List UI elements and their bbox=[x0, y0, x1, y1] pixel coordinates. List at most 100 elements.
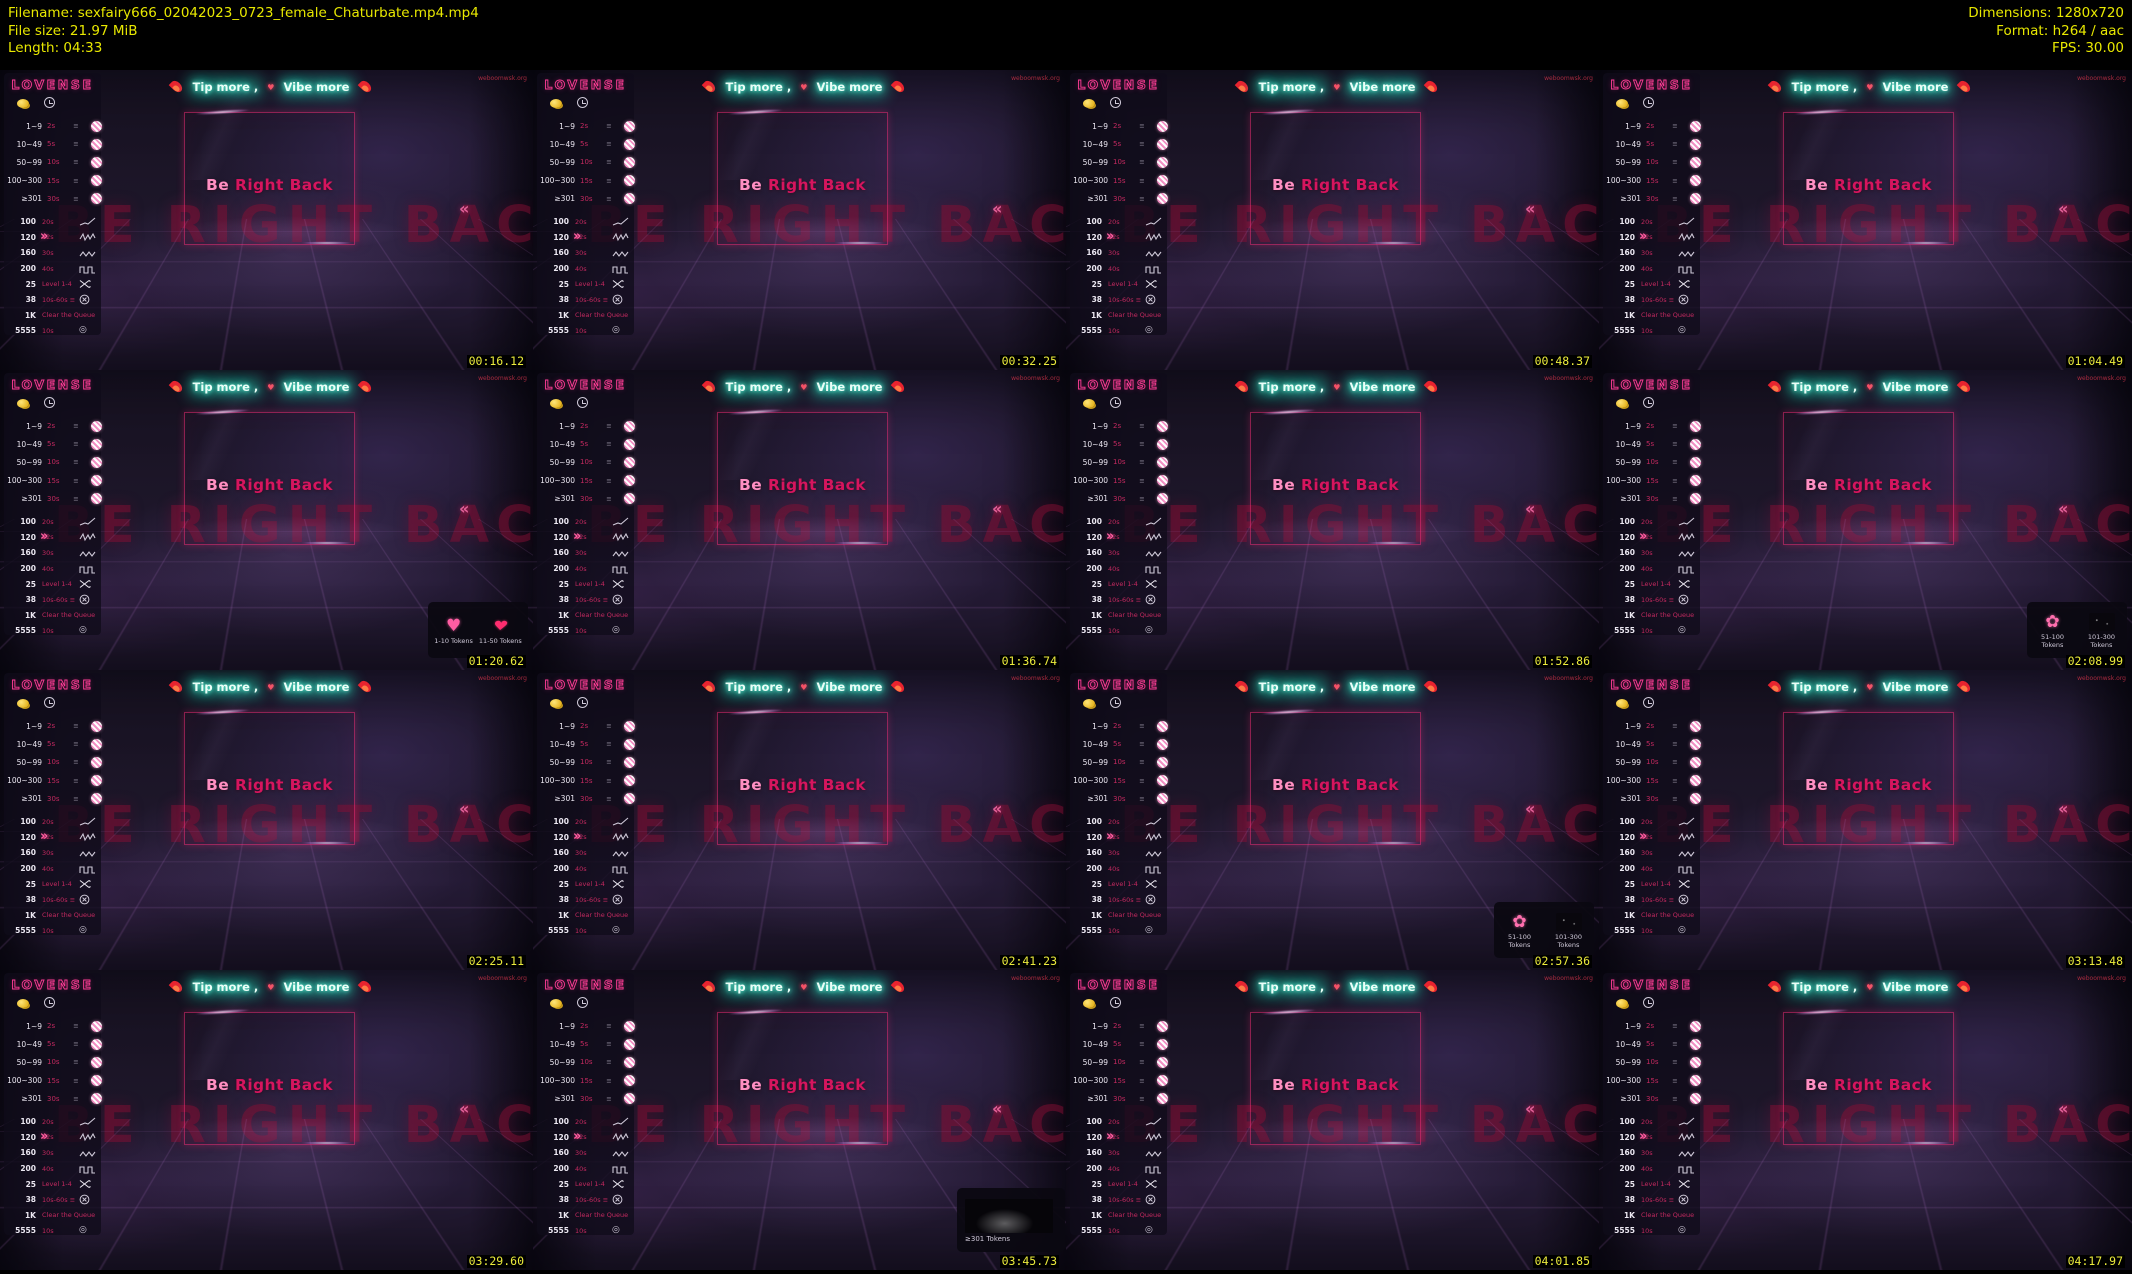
horizon-glow bbox=[653, 1108, 993, 1158]
video-thumbnail[interactable]: BE RIGHT BACK Tip more , ♥ Vibe more Be … bbox=[1066, 670, 1599, 970]
pattern-row: 38 10s-60s ≡ bbox=[1603, 892, 1700, 908]
tip-row: 50~99 10s ≡ bbox=[4, 753, 102, 771]
video-thumbnail[interactable]: BE RIGHT BACK Tip more , ♥ Vibe more Be … bbox=[533, 370, 1066, 670]
toy-level-icon bbox=[1690, 156, 1701, 168]
be-right-back-text: Be Right Back bbox=[1805, 176, 1932, 194]
tip-row: ≥301 30s ≡ bbox=[1603, 490, 1701, 508]
video-thumbnail[interactable]: BE RIGHT BACK Tip more , ♥ Vibe more Be … bbox=[1066, 70, 1599, 370]
toy-level-icon bbox=[91, 156, 102, 168]
list-icon: ≡ bbox=[73, 458, 79, 467]
pattern-row: 25 Level 1-4 bbox=[537, 1176, 634, 1192]
lens-flare bbox=[1361, 1141, 1425, 1145]
wave-sine-icon bbox=[1678, 848, 1700, 858]
light-streak bbox=[623, 690, 883, 780]
toy-level-icon bbox=[1690, 1093, 1701, 1105]
header-filename: Filename: sexfairy666_02042023_0723_fema… bbox=[8, 5, 479, 21]
pattern-row: 120 22s bbox=[1603, 830, 1700, 846]
pattern-row: 25 Level 1-4 bbox=[4, 876, 101, 892]
double-chevron-left-icon: « bbox=[1525, 799, 1535, 818]
video-thumbnail[interactable]: BE RIGHT BACK Tip more , ♥ Vibe more Be … bbox=[0, 370, 533, 670]
neon-vibe-more: Vibe more bbox=[1878, 378, 1952, 396]
video-thumbnail[interactable]: BE RIGHT BACK Tip more , ♥ Vibe more Be … bbox=[1599, 670, 2132, 970]
pattern-row: 120 22s bbox=[1070, 830, 1167, 846]
gift-overlay: ≥301 Tokens bbox=[957, 1188, 1065, 1252]
video-thumbnail[interactable]: BE RIGHT BACK Tip more , ♥ Vibe more Be … bbox=[1599, 970, 2132, 1270]
double-chevron-left-icon: « bbox=[992, 199, 1002, 218]
background-brb-text: BE RIGHT BACK bbox=[1653, 196, 2132, 255]
pattern-row: 38 10s-60s ≡ bbox=[1070, 892, 1167, 908]
tip-row: ≥301 30s ≡ bbox=[1070, 490, 1168, 508]
heart-icon: ♥ bbox=[800, 682, 808, 692]
video-thumbnail[interactable]: BE RIGHT BACK Tip more , ♥ Vibe more Be … bbox=[0, 970, 533, 1270]
wave-rise-icon bbox=[79, 517, 101, 527]
shuffle-icon bbox=[1678, 1179, 1700, 1189]
double-chevron-left-icon: « bbox=[992, 1099, 1002, 1118]
video-thumbnail[interactable]: BE RIGHT BACK Tip more , ♥ Vibe more Be … bbox=[1599, 70, 2132, 370]
neon-vibe-more: Vibe more bbox=[279, 378, 353, 396]
pattern-rows: 100 20s 120 22s 160 30s bbox=[537, 814, 634, 939]
toy-level-icon bbox=[624, 1093, 635, 1105]
video-thumbnail[interactable]: BE RIGHT BACK Tip more , ♥ Vibe more Be … bbox=[533, 70, 1066, 370]
tip-level-rows: 1~9 2s ≡ 10~49 5s ≡ 50~99 10s ≡ bbox=[1603, 717, 1701, 808]
video-thumbnail[interactable]: BE RIGHT BACK Tip more , ♥ Vibe more Be … bbox=[0, 670, 533, 970]
light-streak bbox=[90, 990, 350, 1080]
pattern-row: 5555 10s ◎ bbox=[1070, 1223, 1167, 1239]
wave-pulse-icon bbox=[612, 1132, 634, 1142]
list-icon: ≡ bbox=[606, 1076, 612, 1085]
horizon-glow bbox=[120, 508, 460, 558]
pattern-row: 5555 10s ◎ bbox=[1070, 623, 1167, 639]
lens-flare bbox=[1361, 541, 1425, 545]
lovense-tip-menu: LOVENSE 1~9 2s ≡ 10~49 5s ≡ bbox=[1603, 373, 1701, 635]
video-thumbnail[interactable]: BE RIGHT BACK Tip more , ♥ Vibe more Be … bbox=[533, 970, 1066, 1270]
pattern-row: 100 20s bbox=[537, 514, 634, 530]
heart-icon: ♥ bbox=[267, 382, 275, 392]
list-icon: ≡ bbox=[73, 794, 79, 803]
video-thumbnail[interactable]: BE RIGHT BACK Tip more , ♥ Vibe more Be … bbox=[0, 70, 533, 370]
pattern-rows: 100 20s 120 22s 160 30s bbox=[1603, 214, 1700, 339]
video-thumbnail[interactable]: BE RIGHT BACK Tip more , ♥ Vibe more Be … bbox=[1599, 370, 2132, 670]
pattern-row: 100 20s bbox=[1070, 1114, 1167, 1130]
toy-level-icon bbox=[91, 138, 102, 150]
pattern-row: 25 Level 1-4 bbox=[1070, 876, 1167, 892]
double-chevron-left-icon: « bbox=[459, 799, 469, 818]
video-thumbnail[interactable]: BE RIGHT BACK Tip more , ♥ Vibe more Be … bbox=[533, 670, 1066, 970]
pattern-row: 5555 10s ◎ bbox=[1603, 923, 1700, 939]
lens-flare bbox=[828, 841, 892, 845]
tip-row: 1~9 2s ≡ bbox=[537, 717, 635, 735]
pattern-row: 25 Level 1-4 bbox=[4, 1176, 101, 1192]
toy-level-icon bbox=[1157, 1075, 1168, 1087]
list-icon: ≡ bbox=[1139, 1058, 1145, 1067]
pattern-row: 38 10s-60s ≡ bbox=[537, 592, 634, 608]
header-right: Dimensions: 1280x720 Format: h264 / aac … bbox=[1968, 5, 2124, 58]
list-icon: ≡ bbox=[1139, 794, 1145, 803]
pattern-row: 200 40s bbox=[1070, 261, 1167, 277]
light-streak bbox=[1689, 90, 1949, 180]
pattern-row: 160 30s bbox=[1603, 245, 1700, 261]
pattern-row: 160 30s bbox=[1603, 845, 1700, 861]
list-icon: ≡ bbox=[606, 722, 612, 731]
double-chevron-left-icon: « bbox=[992, 799, 1002, 818]
tip-row: ≥301 30s ≡ bbox=[1603, 190, 1701, 208]
lovense-tip-menu: LOVENSE 1~9 2s ≡ 10~49 5s ≡ bbox=[537, 673, 635, 935]
timer-icon bbox=[79, 294, 101, 305]
menu-column-headers bbox=[1603, 696, 1700, 714]
pink-frame bbox=[1250, 412, 1421, 545]
neon-sign: Tip more , ♥ Vibe more bbox=[711, 378, 897, 396]
video-thumbnail[interactable]: BE RIGHT BACK Tip more , ♥ Vibe more Be … bbox=[1066, 370, 1599, 670]
be-right-back-text: Be Right Back bbox=[739, 776, 866, 794]
toy-level-icon bbox=[1157, 420, 1168, 432]
pattern-row: 38 10s-60s ≡ bbox=[4, 592, 101, 608]
pink-frame bbox=[1250, 1012, 1421, 1145]
gift-overlay: ✿ 51-100 Tokens 101-300 Tokens bbox=[1494, 902, 1594, 958]
tip-row: 10~49 5s ≡ bbox=[537, 1035, 635, 1053]
toy-level-icon bbox=[624, 720, 635, 732]
timer-icon bbox=[1678, 1194, 1700, 1205]
video-thumbnail[interactable]: BE RIGHT BACK Tip more , ♥ Vibe more Be … bbox=[1066, 970, 1599, 1270]
double-chevron-left-icon: « bbox=[1525, 499, 1535, 518]
neon-sign: Tip more , ♥ Vibe more bbox=[178, 678, 364, 696]
list-icon: ≡ bbox=[1672, 440, 1678, 449]
be-right-back-text: Be Right Back bbox=[206, 776, 333, 794]
toy-level-icon bbox=[91, 1056, 102, 1068]
heart-icon: ♥ bbox=[800, 382, 808, 392]
wave-square-icon bbox=[1678, 564, 1700, 574]
